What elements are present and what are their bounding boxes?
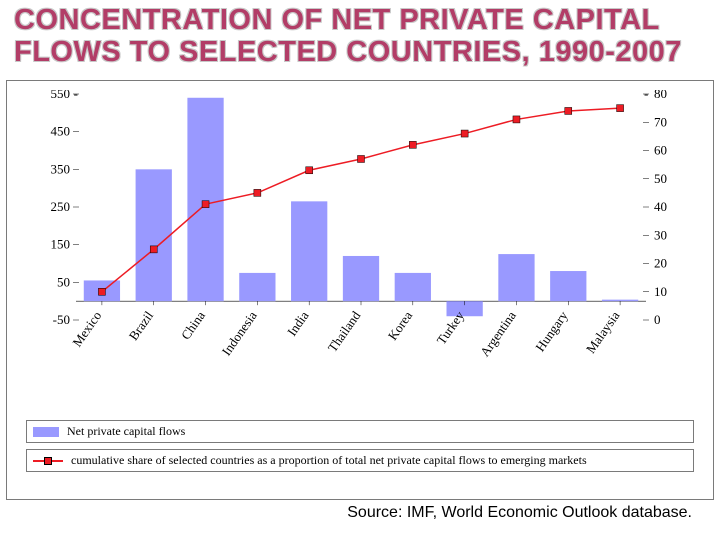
legend-line-swatch: [33, 455, 63, 467]
svg-text:350: 350: [51, 161, 71, 176]
svg-text:50: 50: [57, 274, 70, 289]
svg-text:30: 30: [654, 227, 667, 242]
svg-text:150: 150: [51, 237, 71, 252]
legend-line-row: cumulative share of selected countries a…: [26, 449, 694, 472]
slide-root: CONCENTRATION OF NET PRIVATE CAPITAL FLO…: [0, 0, 720, 540]
bar-brazil: [136, 169, 172, 301]
marker-mexico: [98, 288, 105, 295]
marker-malaysia: [617, 105, 624, 112]
xlabel-mexico: Mexico: [69, 308, 104, 349]
chart-container: -5050150250350450550 -01020304050607080-…: [30, 90, 690, 410]
marker-india: [306, 167, 313, 174]
bar-korea: [395, 273, 431, 301]
bar-india: [291, 201, 327, 301]
svg-text:-: -: [74, 90, 78, 101]
svg-text:60: 60: [654, 143, 667, 158]
xlabel-brazil: Brazil: [126, 308, 157, 343]
bar-thailand: [343, 256, 379, 301]
svg-text:-: -: [644, 90, 648, 101]
svg-text:10: 10: [654, 284, 667, 299]
marker-thailand: [358, 155, 365, 162]
bar-china: [187, 98, 223, 301]
legend-bar-swatch: [33, 427, 59, 437]
marker-hungary: [565, 107, 572, 114]
xlabel-indonesia: Indonesia: [219, 308, 260, 358]
svg-text:20: 20: [654, 256, 667, 271]
bar-indonesia: [239, 273, 275, 301]
marker-turkey: [461, 130, 468, 137]
legend: Net private capital flows cumulative sha…: [26, 420, 694, 478]
marker-korea: [409, 141, 416, 148]
legend-bar-row: Net private capital flows: [26, 420, 694, 443]
xlabel-hungary: Hungary: [532, 308, 571, 354]
svg-text:0: 0: [654, 312, 661, 327]
svg-text:-50: -50: [53, 312, 70, 327]
bar-argentina: [498, 254, 534, 301]
bar-hungary: [550, 271, 586, 301]
svg-text:250: 250: [51, 199, 71, 214]
marker-brazil: [150, 246, 157, 253]
svg-text:50: 50: [654, 171, 667, 186]
xlabel-india: India: [284, 308, 312, 339]
legend-line-label: cumulative share of selected countries a…: [71, 453, 587, 468]
xlabel-malaysia: Malaysia: [583, 308, 623, 356]
xlabel-thailand: Thailand: [325, 308, 364, 355]
svg-text:550: 550: [51, 90, 71, 101]
bar-malaysia: [602, 300, 638, 302]
marker-china: [202, 201, 209, 208]
marker-indonesia: [254, 189, 261, 196]
legend-bar-label: Net private capital flows: [67, 424, 185, 439]
svg-text:450: 450: [51, 124, 71, 139]
marker-argentina: [513, 116, 520, 123]
source-text: Source: IMF, World Economic Outlook data…: [0, 504, 692, 522]
xlabel-argentina: Argentina: [477, 308, 519, 359]
svg-text:70: 70: [654, 114, 667, 129]
xlabel-turkey: Turkey: [434, 308, 468, 347]
xlabel-china: China: [178, 308, 208, 342]
slide-title: CONCENTRATION OF NET PRIVATE CAPITAL FLO…: [14, 4, 706, 69]
xlabel-korea: Korea: [385, 308, 416, 343]
svg-text:80: 80: [654, 90, 667, 101]
chart-svg: -5050150250350450550 -01020304050607080-…: [30, 90, 690, 410]
svg-text:40: 40: [654, 199, 667, 214]
